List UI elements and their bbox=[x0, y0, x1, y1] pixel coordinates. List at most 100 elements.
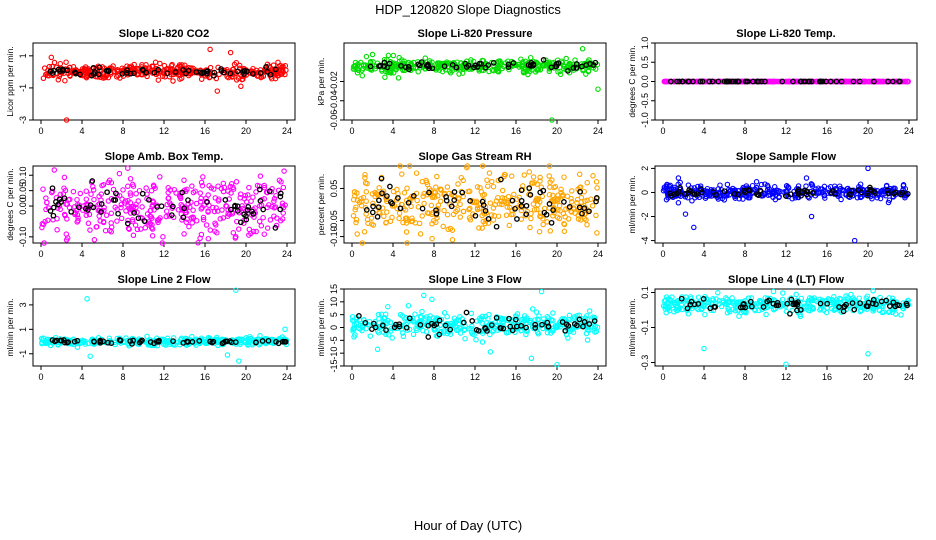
data-point bbox=[90, 184, 96, 190]
data-point bbox=[747, 194, 753, 201]
overlay-point bbox=[570, 65, 577, 71]
data-point bbox=[382, 74, 388, 81]
x-tick-label: 20 bbox=[863, 372, 873, 382]
data-point bbox=[546, 173, 552, 179]
overlay-point bbox=[170, 338, 176, 344]
data-point bbox=[177, 63, 183, 70]
data-point bbox=[256, 218, 263, 225]
data-point bbox=[557, 71, 564, 78]
data-point bbox=[90, 187, 97, 193]
data-point bbox=[777, 78, 783, 85]
overlay-point bbox=[96, 64, 103, 71]
overlay-point bbox=[787, 310, 793, 317]
data-point bbox=[539, 62, 545, 69]
data-point bbox=[267, 217, 274, 223]
overlay-point bbox=[668, 78, 674, 85]
data-point-outlier bbox=[682, 211, 689, 217]
data-point-outlier bbox=[224, 352, 231, 358]
data-point bbox=[189, 220, 195, 226]
data-point bbox=[441, 310, 448, 316]
data-point bbox=[590, 173, 596, 179]
x-tick-label: 16 bbox=[822, 372, 832, 382]
overlay-point bbox=[151, 69, 158, 76]
data-point bbox=[481, 191, 488, 198]
overlay-point bbox=[872, 190, 878, 196]
data-point bbox=[43, 195, 49, 201]
data-point-outlier bbox=[449, 237, 456, 243]
data-point bbox=[149, 226, 156, 232]
y-tick-label: 15 bbox=[329, 284, 339, 294]
data-point bbox=[486, 170, 493, 176]
overlay-point bbox=[682, 191, 688, 197]
data-point bbox=[219, 207, 225, 213]
data-point bbox=[362, 171, 368, 178]
data-point bbox=[124, 337, 130, 344]
data-point bbox=[178, 201, 184, 208]
overlay-point bbox=[259, 338, 266, 344]
overlay-point bbox=[243, 216, 250, 223]
x-tick-label: 4 bbox=[390, 126, 395, 136]
x-tick-label: 0 bbox=[660, 126, 665, 136]
data-point bbox=[193, 218, 200, 224]
overlay-point bbox=[697, 78, 704, 85]
y-tick-label: -15 bbox=[329, 359, 339, 372]
data-point bbox=[478, 189, 485, 195]
data-point bbox=[378, 311, 385, 317]
data-point bbox=[473, 336, 479, 343]
data-point bbox=[557, 68, 563, 75]
data-point bbox=[218, 185, 225, 192]
data-point bbox=[118, 204, 124, 211]
overlay-point bbox=[783, 193, 789, 199]
data-point bbox=[488, 212, 495, 218]
overlay-point bbox=[805, 78, 812, 85]
overlay-point bbox=[757, 187, 764, 194]
data-point-outlier bbox=[549, 117, 555, 123]
overlay-point bbox=[864, 190, 871, 197]
data-point bbox=[57, 206, 64, 213]
data-point bbox=[56, 73, 63, 80]
overlay-point bbox=[378, 175, 385, 182]
data-point bbox=[270, 62, 277, 68]
overlay-point bbox=[250, 70, 256, 77]
data-point bbox=[114, 218, 120, 224]
overlay-point bbox=[565, 68, 571, 74]
x-tick-label: 20 bbox=[552, 126, 562, 136]
overlay-point bbox=[376, 197, 382, 204]
data-point bbox=[62, 77, 68, 84]
panel-5: Slope Gas Stream RH 0 4 8 12 16 20 24 -0.10-0.05… bbox=[316, 151, 607, 259]
data-point bbox=[521, 172, 528, 178]
data-point bbox=[128, 204, 135, 210]
overlay-point bbox=[699, 78, 706, 85]
data-point bbox=[558, 186, 564, 193]
data-point bbox=[233, 179, 240, 185]
data-point bbox=[216, 196, 222, 202]
data-point bbox=[493, 198, 500, 204]
data-point bbox=[359, 67, 365, 73]
overlay-point bbox=[74, 337, 81, 344]
data-point bbox=[230, 184, 236, 191]
overlay-point bbox=[754, 78, 761, 85]
data-point bbox=[220, 180, 227, 187]
overlay-point bbox=[143, 69, 150, 76]
data-point bbox=[274, 72, 280, 79]
panel-title: Slope Li-820 CO2 bbox=[119, 28, 209, 40]
overlay-point bbox=[65, 339, 72, 345]
data-point bbox=[100, 219, 107, 226]
x-tick-label: 0 bbox=[38, 372, 43, 382]
x-tick-label: 16 bbox=[511, 372, 521, 382]
data-point bbox=[683, 78, 689, 85]
data-point bbox=[487, 331, 493, 338]
data-point bbox=[70, 188, 77, 195]
overlay-point bbox=[369, 209, 376, 216]
data-point bbox=[127, 176, 134, 182]
x-tick-label: 12 bbox=[159, 372, 169, 382]
data-point-outlier bbox=[803, 175, 810, 181]
data-point bbox=[195, 240, 201, 246]
overlay-point bbox=[896, 78, 902, 85]
overlay-point bbox=[679, 78, 686, 85]
data-point bbox=[758, 181, 765, 188]
data-point bbox=[457, 67, 464, 73]
data-point bbox=[75, 215, 81, 221]
data-point bbox=[100, 182, 107, 188]
data-point bbox=[783, 183, 790, 189]
